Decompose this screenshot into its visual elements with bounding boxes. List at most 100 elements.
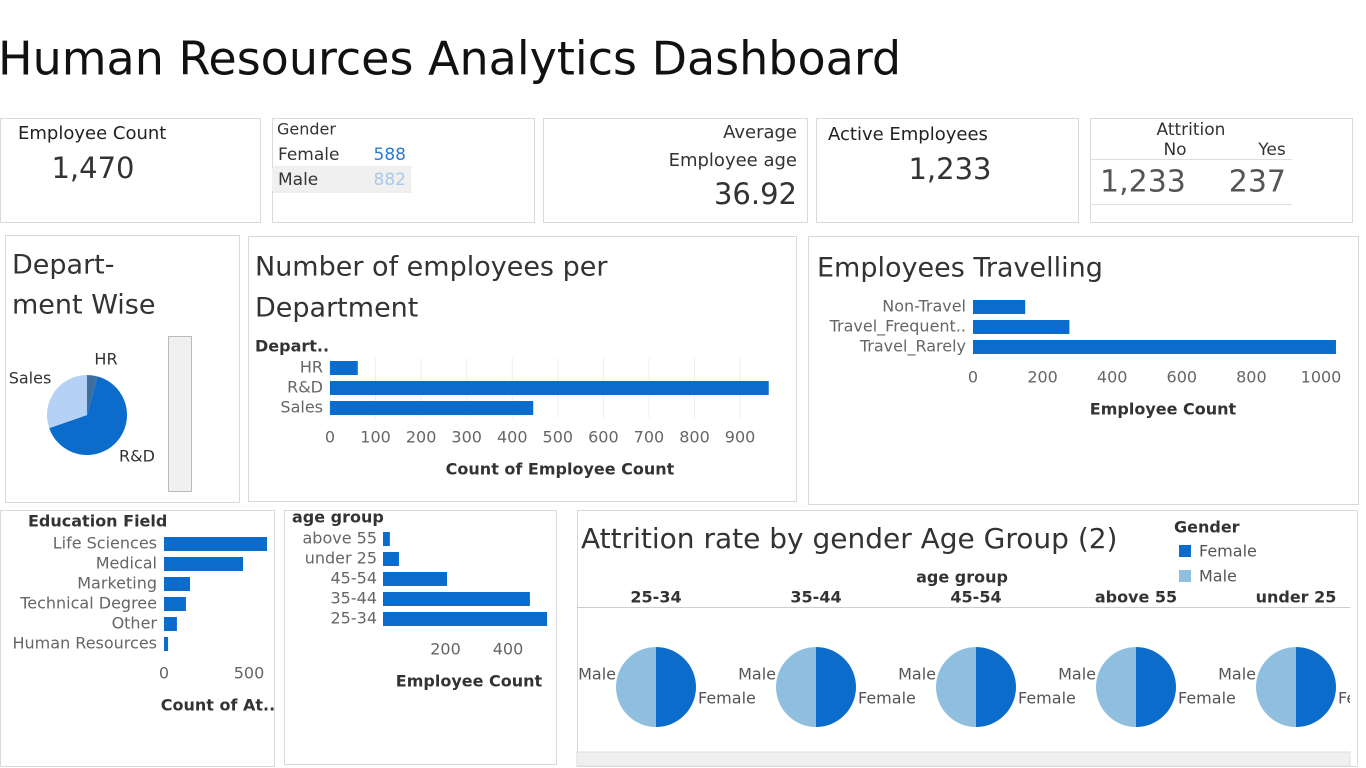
x-tick-label: 200	[1027, 368, 1058, 387]
axis-title: Depart..	[255, 337, 329, 356]
slice-label: HR	[94, 350, 117, 369]
bar	[383, 552, 399, 566]
pie-slice	[49, 376, 127, 456]
x-tick-label: 400	[497, 428, 528, 447]
panel	[808, 236, 1359, 505]
x-tick-label: 400	[1097, 368, 1128, 387]
scrollbar[interactable]	[168, 336, 192, 492]
bar	[973, 320, 1070, 334]
pie-slice	[1096, 647, 1136, 727]
x-tick-label: 200	[406, 428, 437, 447]
axis-title: age group	[292, 508, 384, 527]
slice-label: Male	[578, 665, 616, 684]
x-tick-label: 500	[234, 664, 265, 683]
panel	[284, 510, 557, 765]
facet-header: under 25	[1256, 588, 1337, 607]
x-tick-label: 200	[430, 640, 461, 659]
axis-title: Employee Count	[1090, 400, 1237, 419]
x-tick-label: 800	[679, 428, 710, 447]
card	[543, 118, 808, 223]
bar	[164, 617, 177, 631]
kpi-label: Average	[723, 122, 797, 143]
slice-label: Male	[1218, 665, 1256, 684]
kpi-label: Active Employees	[828, 124, 988, 145]
panel	[0, 510, 275, 767]
category-label: Technical Degree	[19, 594, 157, 613]
slice-label: Sales	[9, 369, 52, 388]
facet-header: above 55	[1095, 588, 1177, 607]
facet-header: 25-34	[630, 588, 681, 607]
panel	[248, 236, 797, 502]
legend-swatch	[1179, 545, 1191, 557]
slice-label: Male	[1058, 665, 1096, 684]
pie-slice	[976, 647, 1016, 727]
category-label: above 55	[302, 529, 377, 548]
bar	[164, 537, 268, 551]
legend-label: Male	[1199, 567, 1237, 586]
dashboard-title: Human Resources Analytics Dashboard	[0, 32, 901, 86]
x-tick-label: 700	[634, 428, 665, 447]
pie-slice	[776, 647, 816, 727]
x-tick-label: 900	[725, 428, 756, 447]
bar	[164, 577, 191, 591]
bar	[330, 401, 534, 415]
slice-label: Female	[698, 689, 756, 708]
slice-label: Female	[1018, 689, 1076, 708]
bar	[164, 597, 186, 611]
category-label: Travel_Rarely	[859, 337, 966, 357]
x-tick-label: 0	[159, 664, 169, 683]
table-value: 1,233	[1100, 165, 1186, 200]
kpi-label: Employee age	[669, 150, 797, 171]
category-label: Life Sciences	[53, 534, 157, 553]
card	[1090, 118, 1353, 223]
category-label: Other	[112, 614, 158, 633]
column-header: Yes	[1257, 140, 1286, 160]
bar	[330, 361, 358, 375]
row-value: 588	[374, 145, 406, 165]
bar	[383, 592, 530, 606]
category-label: Sales	[280, 398, 323, 417]
column-header: No	[1163, 140, 1186, 160]
pie-slice	[656, 647, 696, 727]
legend-swatch	[1179, 570, 1191, 582]
x-tick-label: 600	[588, 428, 619, 447]
axis-title: Count of At..	[161, 696, 275, 715]
slice-label: Male	[738, 665, 776, 684]
bar	[973, 300, 1026, 314]
category-label: HR	[300, 358, 323, 377]
legend-title: Gender	[1174, 518, 1240, 537]
category-label: 45-54	[331, 569, 378, 588]
category-label: under 25	[305, 549, 377, 568]
kpi-value: 1,233	[908, 152, 991, 186]
table-title: Attrition	[1157, 120, 1226, 140]
row-highlight	[272, 168, 411, 191]
pie-slice	[616, 647, 656, 727]
x-tick-label: 0	[968, 368, 978, 387]
bar	[164, 637, 169, 651]
legend-label: Female	[1199, 542, 1257, 561]
bar	[383, 612, 548, 626]
kpi-label: Employee Count	[18, 123, 166, 144]
panel	[5, 235, 240, 503]
category-label: Non-Travel	[882, 297, 966, 316]
bar	[330, 381, 769, 395]
category-label: 25-34	[331, 609, 378, 628]
pie-slice	[1296, 647, 1336, 727]
x-tick-label: 1000	[1301, 368, 1342, 387]
facet-group: 25-34 Male Female 35-44 Male Female 45-54 Male F…	[578, 588, 1366, 727]
row-value: 882	[374, 170, 406, 190]
kpi-value: 1,470	[51, 151, 134, 185]
table-title: Gender	[277, 120, 336, 139]
chart-title: Department	[255, 293, 418, 324]
pie-slice	[1256, 647, 1296, 727]
x-tick-label: 400	[493, 640, 524, 659]
scrollbar[interactable]	[576, 751, 1351, 767]
category-label: Medical	[96, 554, 157, 573]
card	[0, 118, 261, 223]
pie-slice	[936, 647, 976, 727]
slice-label: Female	[1338, 689, 1366, 708]
category-label: Human Resources	[13, 634, 158, 653]
category-label: Marketing	[77, 574, 157, 593]
category-label: 35-44	[331, 589, 378, 608]
